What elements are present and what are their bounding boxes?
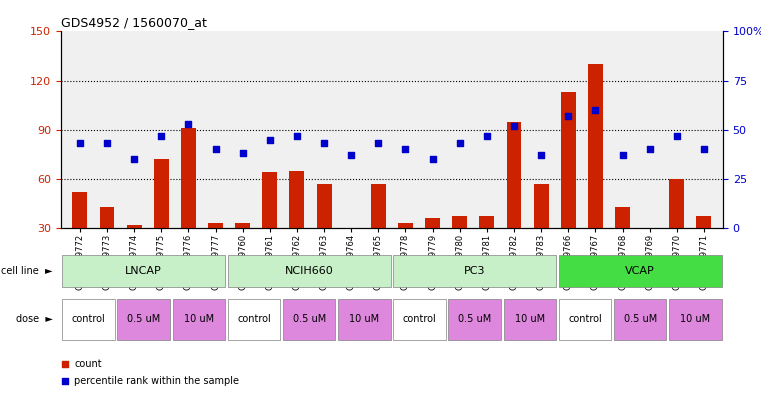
Bar (615, 207, 630, 228)
Text: control: control (72, 314, 105, 324)
Text: LNCAP: LNCAP (126, 266, 162, 276)
Point (345, 152, 358, 158)
Bar (228, 255, 390, 287)
Bar (588, 64, 603, 228)
Point (616, 152, 629, 158)
Bar (448, 299, 501, 340)
Bar (561, 92, 576, 228)
Text: 10 uM: 10 uM (349, 314, 380, 324)
Bar (173, 299, 225, 340)
Text: PC3: PC3 (464, 266, 486, 276)
Text: cell line  ►: cell line ► (1, 266, 53, 276)
Bar (100, 207, 114, 228)
Point (670, 132, 683, 139)
Text: NCIH660: NCIH660 (285, 266, 333, 276)
Point (209, 146, 221, 152)
Bar (425, 218, 440, 228)
Point (481, 132, 493, 139)
Text: 0.5 uM: 0.5 uM (458, 314, 492, 324)
Bar (117, 299, 170, 340)
Bar (669, 299, 721, 340)
Text: percentile rank within the sample: percentile rank within the sample (75, 376, 239, 386)
Bar (393, 255, 556, 287)
Point (400, 146, 412, 152)
Bar (208, 223, 223, 228)
Bar (393, 299, 446, 340)
Point (426, 156, 438, 162)
Point (562, 113, 575, 119)
Point (454, 140, 466, 147)
Point (101, 140, 113, 147)
Bar (533, 184, 549, 228)
Text: control: control (568, 314, 602, 324)
Text: count: count (75, 358, 102, 369)
Text: dose  ►: dose ► (16, 314, 53, 324)
Bar (72, 192, 88, 228)
Point (508, 123, 520, 129)
Bar (614, 299, 667, 340)
Point (698, 146, 710, 152)
Point (287, 298, 299, 304)
Point (318, 140, 330, 147)
Point (74, 140, 86, 147)
Bar (289, 171, 304, 228)
Bar (338, 299, 390, 340)
Point (183, 121, 195, 127)
Bar (62, 299, 115, 340)
Point (237, 150, 249, 156)
Text: GDS4952 / 1560070_at: GDS4952 / 1560070_at (61, 16, 207, 29)
Text: 10 uM: 10 uM (680, 314, 711, 324)
Bar (62, 255, 225, 287)
Bar (452, 217, 467, 228)
Bar (504, 299, 556, 340)
Point (535, 152, 547, 158)
Point (287, 137, 299, 143)
Text: VCAP: VCAP (626, 266, 655, 276)
Bar (559, 299, 611, 340)
Text: 10 uM: 10 uM (183, 314, 214, 324)
Text: control: control (403, 314, 436, 324)
Point (589, 107, 601, 113)
Bar (696, 217, 712, 228)
Bar (154, 159, 169, 228)
Bar (126, 225, 142, 228)
Bar (559, 255, 721, 287)
Bar (642, 228, 658, 235)
Bar (235, 223, 250, 228)
Bar (479, 217, 495, 228)
Bar (317, 184, 332, 228)
Bar (507, 121, 521, 228)
Point (155, 132, 167, 139)
Text: 0.5 uM: 0.5 uM (623, 314, 657, 324)
Bar (181, 128, 196, 228)
Bar (283, 299, 336, 340)
Bar (263, 172, 277, 228)
Text: 10 uM: 10 uM (514, 314, 545, 324)
Point (372, 140, 384, 147)
Point (644, 146, 656, 152)
Text: 0.5 uM: 0.5 uM (127, 314, 161, 324)
Bar (398, 223, 413, 228)
Bar (371, 184, 386, 228)
Bar (228, 299, 280, 340)
Point (128, 156, 140, 162)
Point (264, 136, 276, 143)
Bar (670, 179, 684, 228)
Text: 0.5 uM: 0.5 uM (292, 314, 326, 324)
Point (291, 132, 303, 139)
Text: control: control (237, 314, 271, 324)
